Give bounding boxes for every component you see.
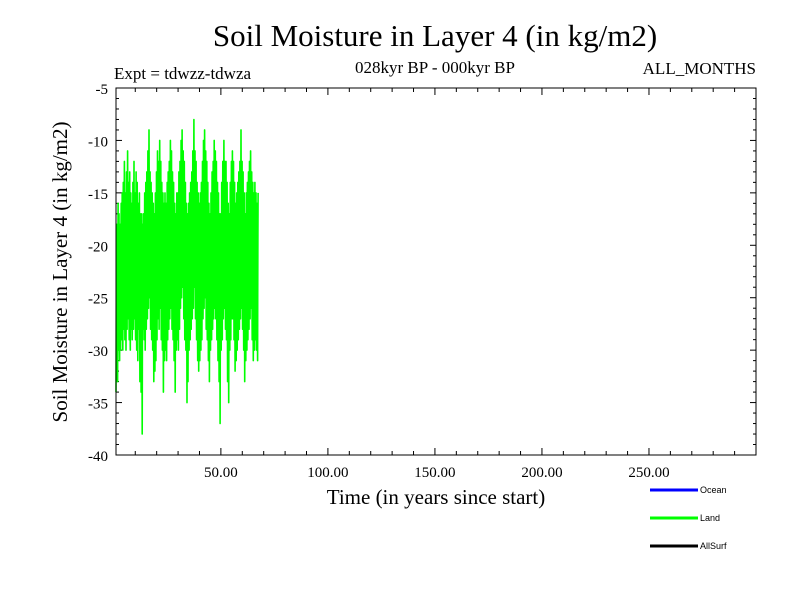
y-tick-label: -10 xyxy=(88,134,108,150)
series-line-land xyxy=(115,118,259,435)
legend-label-allsurf: AllSurf xyxy=(700,541,727,551)
legend-label-ocean: Ocean xyxy=(700,485,727,495)
y-tick-label: -40 xyxy=(88,449,108,465)
y-tick-label: -5 xyxy=(96,82,109,98)
months-label: ALL_MONTHS xyxy=(643,59,756,78)
y-tick-label: -15 xyxy=(88,187,108,203)
plot-frame xyxy=(115,87,757,456)
x-axis-label: Time (in years since start) xyxy=(327,485,546,509)
y-tick-label: -20 xyxy=(88,239,108,255)
legend: Ocean Land AllSurf xyxy=(650,485,727,551)
x-tick-label: 250.00 xyxy=(628,465,669,481)
experiment-label: Expt = tdwzz-tdwza xyxy=(114,64,251,83)
chart-title: Soil Moisture in Layer 4 (in kg/m2) xyxy=(213,18,657,53)
legend-label-land: Land xyxy=(700,513,720,523)
x-tick-label: 150.00 xyxy=(414,465,455,481)
x-tick-label: 50.00 xyxy=(204,465,238,481)
x-tick-label: 100.00 xyxy=(307,465,348,481)
y-tick-label: -30 xyxy=(88,344,108,360)
period-label: 028kyr BP - 000kyr BP xyxy=(355,58,515,77)
y-axis-label: Soil Moisture in Layer 4 (in kg/m2) xyxy=(48,122,72,423)
axis-ticks: -40 -35 -30 -25 -20 -15 -10 -5 50.00 100.00 150.00… xyxy=(88,82,756,481)
y-tick-label: -25 xyxy=(88,292,108,308)
x-tick-label: 200.00 xyxy=(521,465,562,481)
series-layer xyxy=(115,118,259,435)
y-tick-label: -35 xyxy=(88,397,108,413)
